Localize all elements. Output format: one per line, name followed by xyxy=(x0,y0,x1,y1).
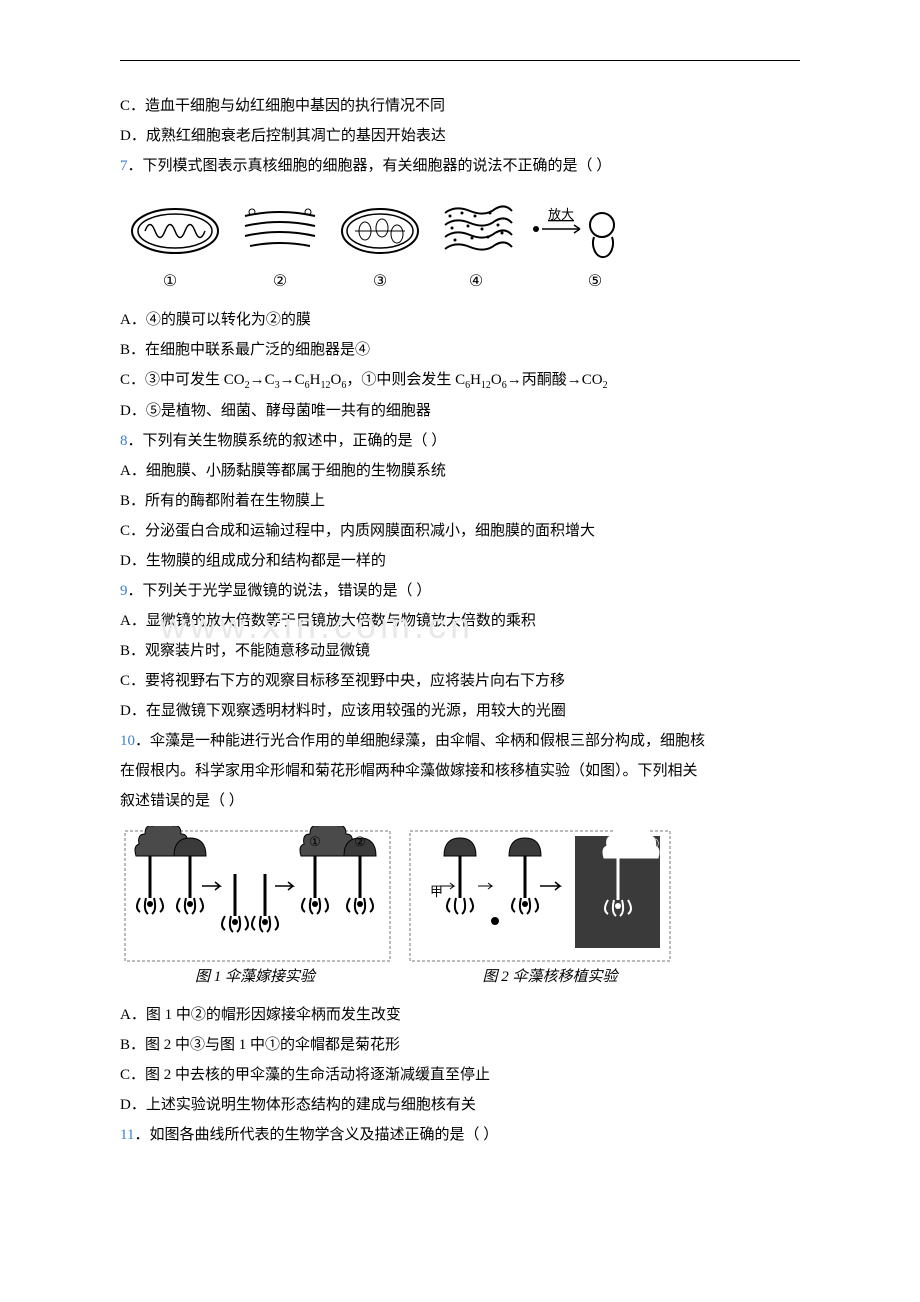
q9-option-d: D．在显微镜下观察透明材料时，应该用较强的光源，用较大的光圈 xyxy=(120,696,800,726)
q10-stem-line1: 10．伞藻是一种能进行光合作用的单细胞绿藻，由伞帽、伞柄和假根三部分构成，细胞核 xyxy=(120,726,800,756)
q10-option-b: B．图 2 中③与图 1 中①的伞帽都是菊花形 xyxy=(120,1030,800,1060)
q7-number: 7 xyxy=(120,158,128,174)
svg-text:①: ① xyxy=(163,273,177,290)
q10-acetabularia-figure: ① ② 图 1 伞藻嫁接实验 甲 ③ 图 2 伞藻核移植实验 xyxy=(120,826,800,996)
q7-option-c: C．③中可发生 CO2→C3→C6H12O6，①中则会发生 C6H12O6→丙酮… xyxy=(120,365,800,396)
q8-number: 8 xyxy=(120,433,128,449)
q7-option-d: D．⑤是植物、细菌、酵母菌唯一共有的细胞器 xyxy=(120,396,800,426)
q11-stem: 11．如图各曲线所代表的生物学含义及描述正确的是（ ） xyxy=(120,1120,800,1150)
q10-option-d: D．上述实验说明生物体形态结构的建成与细胞核有关 xyxy=(120,1090,800,1120)
q10-stem-line3: 叙述错误的是（ ） xyxy=(120,786,800,816)
svg-text:②: ② xyxy=(273,273,287,290)
q7-stem: 7．下列模式图表示真核细胞的细胞器，有关细胞器的说法不正确的是（ ） xyxy=(120,151,800,181)
q11-number: 11 xyxy=(120,1127,134,1143)
svg-text:⑤: ⑤ xyxy=(588,273,602,290)
svg-text:②: ② xyxy=(354,834,366,849)
enlarge-label: 放大 xyxy=(548,207,574,222)
svg-text:③: ③ xyxy=(373,273,387,290)
q8-stem: 8．下列有关生物膜系统的叙述中，正确的是（ ） xyxy=(120,426,800,456)
q9-number: 9 xyxy=(120,583,128,599)
svg-text:④: ④ xyxy=(469,273,483,290)
svg-text:图 1 伞藻嫁接实验: 图 1 伞藻嫁接实验 xyxy=(195,968,317,985)
svg-text:③: ③ xyxy=(648,836,660,851)
q8-option-d: D．生物膜的组成成分和结构都是一样的 xyxy=(120,546,800,576)
q6-option-c: C．造血干细胞与幼红细胞中基因的执行情况不同 xyxy=(120,91,800,121)
q10-stem-line2: 在假根内。科学家用伞形帽和菊花形帽两种伞藻做嫁接和核移植实验（如图）。下列相关 xyxy=(120,756,800,786)
top-rule xyxy=(120,60,800,61)
q7-option-a: A．④的膜可以转化为②的膜 xyxy=(120,305,800,335)
svg-text:图 2 伞藻核移植实验: 图 2 伞藻核移植实验 xyxy=(482,968,619,985)
q9-option-c: C．要将视野右下方的观察目标移至视野中央，应将装片向右下方移 xyxy=(120,666,800,696)
q8-option-b: B．所有的酶都附着在生物膜上 xyxy=(120,486,800,516)
q7-option-b: B．在细胞中联系最广泛的细胞器是④ xyxy=(120,335,800,365)
q10-option-a: A．图 1 中②的帽形因嫁接伞柄而发生改变 xyxy=(120,1000,800,1030)
svg-text:①: ① xyxy=(309,834,321,849)
q7-organelle-figure: 放大 ① ② ③ ④ ⑤ xyxy=(120,191,800,301)
q6-option-d: D．成熟红细胞衰老后控制其凋亡的基因开始表达 xyxy=(120,121,800,151)
q9-stem: 9．下列关于光学显微镜的说法，错误的是（ ） xyxy=(120,576,800,606)
q8-option-a: A．细胞膜、小肠黏膜等都属于细胞的生物膜系统 xyxy=(120,456,800,486)
q9-option-b: B．观察装片时，不能随意移动显微镜 xyxy=(120,636,800,666)
q9-option-a: A．显微镜的放大倍数等于目镜放大倍数与物镜放大倍数的乘积 xyxy=(120,606,800,636)
q8-option-c: C．分泌蛋白合成和运输过程中，内质网膜面积减小，细胞膜的面积增大 xyxy=(120,516,800,546)
q10-option-c: C．图 2 中去核的甲伞藻的生命活动将逐渐减缓直至停止 xyxy=(120,1060,800,1090)
q10-number: 10 xyxy=(120,733,135,749)
q7-stem-text: ．下列模式图表示真核细胞的细胞器，有关细胞器的说法不正确的是（ ） xyxy=(128,158,612,174)
